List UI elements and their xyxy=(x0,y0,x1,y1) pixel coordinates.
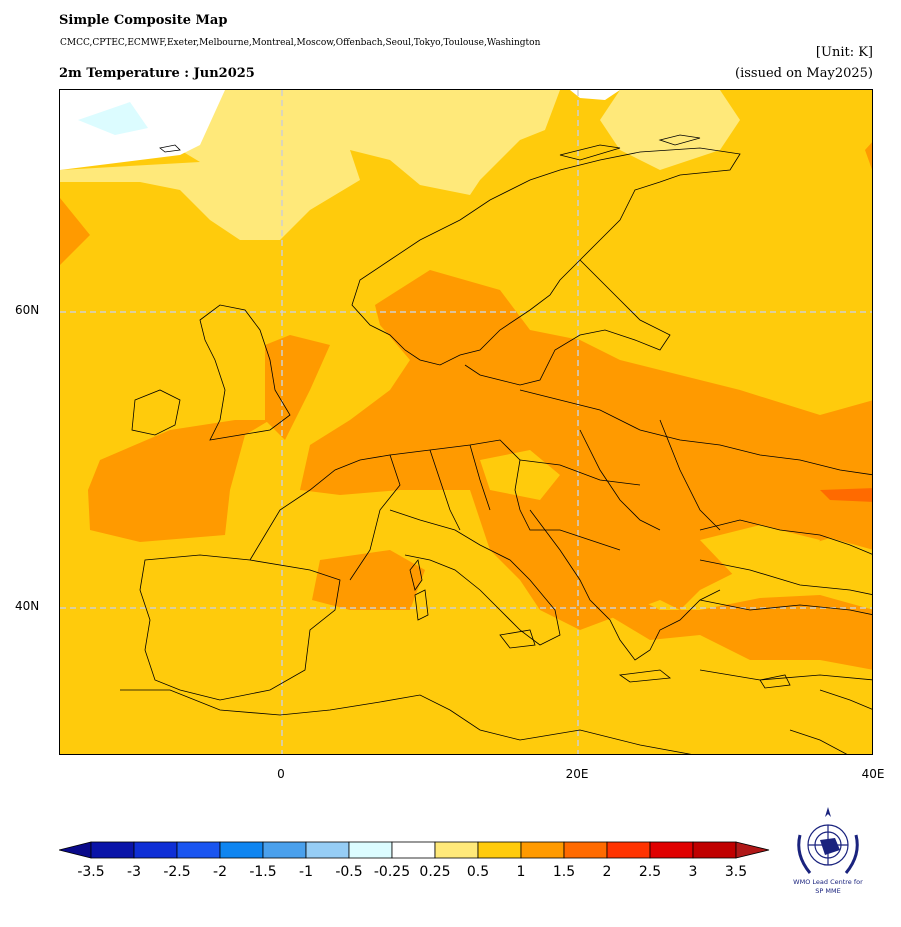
coastline-svalbard-top xyxy=(159,144,181,153)
colorbar-tick-label: -2 xyxy=(213,864,227,880)
colorbar-tick-label: 1.5 xyxy=(552,864,576,880)
colorbar-high-extend xyxy=(735,841,770,859)
coastline-france xyxy=(249,454,401,581)
anomaly-warm-eastedge xyxy=(865,142,872,170)
map-title: Simple Composite Map xyxy=(59,13,228,28)
colorbar-swatch xyxy=(391,841,436,859)
colorbar-swatch xyxy=(262,841,307,859)
colorbar-swatch xyxy=(692,841,737,859)
colorbar-tick-label: -2.5 xyxy=(163,864,191,880)
colorbar-swatch xyxy=(606,841,651,859)
colorbar-swatch xyxy=(219,841,264,859)
coastline-corsica-sardinia xyxy=(409,559,429,621)
coastline-scandinavia xyxy=(351,147,741,366)
colorbar-swatch xyxy=(434,841,479,859)
lon-label-0: 0 xyxy=(277,767,285,781)
coastline-north-africa xyxy=(120,689,692,754)
colorbar-swatch xyxy=(133,841,178,859)
colorbar-low-extend xyxy=(58,841,92,859)
anomaly-warm-atlantic xyxy=(88,420,270,542)
colorbar-swatch xyxy=(563,841,608,859)
map-subtitle: 2m Temperature : Jun2025 xyxy=(59,66,255,81)
anomaly-white-nw xyxy=(60,90,225,170)
colorbar-tick-label: -1.5 xyxy=(249,864,277,880)
coastline-crete xyxy=(618,669,672,683)
wmo-logo-text: WMO Lead Centre for SP MME xyxy=(782,878,874,896)
colorbar xyxy=(58,840,771,866)
colorbar-tick-label: 2.5 xyxy=(638,864,662,880)
coastline-uk xyxy=(199,304,291,441)
coastline-black-sea xyxy=(699,519,872,595)
coastline-ireland xyxy=(131,389,181,436)
colorbar-swatch xyxy=(305,841,350,859)
temperature-anomaly-map xyxy=(59,89,873,755)
coastline-italy xyxy=(389,509,561,646)
lat-label-60n: 60N xyxy=(15,303,40,317)
colorbar-swatch xyxy=(649,841,694,859)
colorbar-tick-label: -0.25 xyxy=(373,864,411,880)
coastline-top-islands xyxy=(559,134,701,161)
lon-label-20e: 20E xyxy=(565,767,589,781)
anomaly-warm-balkans xyxy=(530,560,872,670)
colorbar-tick-label: 3 xyxy=(688,864,698,880)
colorbar-tick-label: -3.5 xyxy=(77,864,105,880)
lon-label-40e: 40E xyxy=(861,767,885,781)
lat-label-40n: 40N xyxy=(15,599,40,613)
anomaly-base-ukraine-gap xyxy=(700,525,820,582)
anomaly-cool-patch xyxy=(78,102,148,135)
colorbar-tick-label: -3 xyxy=(127,864,141,880)
wmo-logo-icon xyxy=(797,807,859,874)
colorbar-swatch xyxy=(348,841,393,859)
logo-text-line2: SP MME xyxy=(815,887,841,895)
coastline-balkans-greece xyxy=(529,509,721,661)
colorbar-swatch xyxy=(176,841,221,859)
colorbar-tick-label: 0.25 xyxy=(419,864,451,880)
colorbar-tick-label: -1 xyxy=(299,864,313,880)
coastline-cyprus xyxy=(759,674,791,689)
model-list: CMCC,CPTEC,ECMWF,Exeter,Melbourne,Montre… xyxy=(60,38,541,48)
anomaly-strong-east xyxy=(820,488,872,502)
colorbar-swatch xyxy=(477,841,522,859)
logo-text-line1: WMO Lead Centre for xyxy=(793,878,863,886)
colorbar-tick-label: -0.5 xyxy=(335,864,363,880)
issued-label: (issued on May2025) xyxy=(735,66,873,81)
colorbar-tick-label: 0.5 xyxy=(466,864,490,880)
coastline-sicily xyxy=(499,629,536,649)
colorbar-tick-label: 3.5 xyxy=(724,864,748,880)
colorbar-swatch xyxy=(90,841,135,859)
anomaly-warm-iberia-east xyxy=(312,550,425,610)
anomaly-light-north xyxy=(60,90,560,240)
coastline-iberia xyxy=(139,554,341,701)
anomaly-white-north xyxy=(570,90,620,100)
colorbar-swatch xyxy=(520,841,565,859)
border-central-europe xyxy=(389,439,621,551)
border-eastern-europe xyxy=(519,389,872,531)
coastline-turkey xyxy=(699,599,872,681)
coastline-middle-east xyxy=(789,689,872,754)
unit-label: [Unit: K] xyxy=(815,45,873,60)
coastline-finland-baltic xyxy=(464,259,671,386)
anomaly-light-northeast xyxy=(600,90,740,170)
colorbar-tick-label: 2 xyxy=(602,864,612,880)
anomaly-warm-west xyxy=(60,198,90,265)
colorbar-tick-label: 1 xyxy=(516,864,526,880)
